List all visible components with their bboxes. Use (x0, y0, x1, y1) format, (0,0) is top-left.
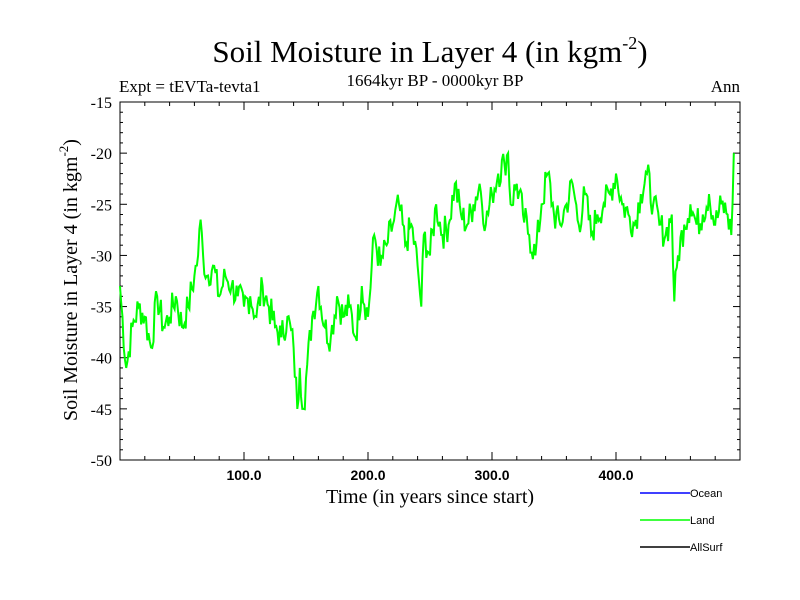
experiment-label: Expt = tEVTa-tevta1 (119, 77, 261, 96)
y-tick-label: -15 (91, 95, 112, 112)
x-tick-label: 400.0 (598, 467, 633, 483)
season-label: Ann (711, 77, 741, 96)
x-axis-label: Time (in years since start) (326, 486, 534, 508)
y-tick-label: -50 (91, 453, 112, 470)
series-line-land (119, 149, 735, 411)
y-tick-label: -30 (91, 248, 112, 265)
y-tick-label: -25 (91, 197, 112, 214)
y-tick-label: -45 (91, 402, 112, 419)
legend: Ocean Land AllSurf (640, 488, 723, 554)
chart-title: Soil Moisture in Layer 4 (in kgm-2) (212, 33, 647, 69)
y-tick-label: -40 (91, 351, 112, 368)
x-tick-label: 200.0 (350, 467, 385, 483)
chart-subtitle: 1664kyr BP - 0000kyr BP (347, 71, 524, 90)
plot-frame (119, 101, 741, 461)
x-tick-label: 300.0 (474, 467, 509, 483)
legend-label-land: Land (690, 515, 714, 527)
y-axis-label: Soil Moisture in Layer 4 (in kgm-2) (56, 139, 82, 421)
x-tick-label: 100.0 (226, 467, 261, 483)
y-axis: -15 -20 -25 -30 -35 -40 -45 -50 (91, 95, 740, 470)
y-tick-label: -20 (91, 146, 112, 163)
legend-label-allsurf: AllSurf (690, 542, 723, 554)
y-tick-label: -35 (91, 300, 112, 317)
legend-label-ocean: Ocean (690, 488, 722, 500)
x-axis: 100.0 200.0 300.0 400.0 (144, 102, 716, 483)
